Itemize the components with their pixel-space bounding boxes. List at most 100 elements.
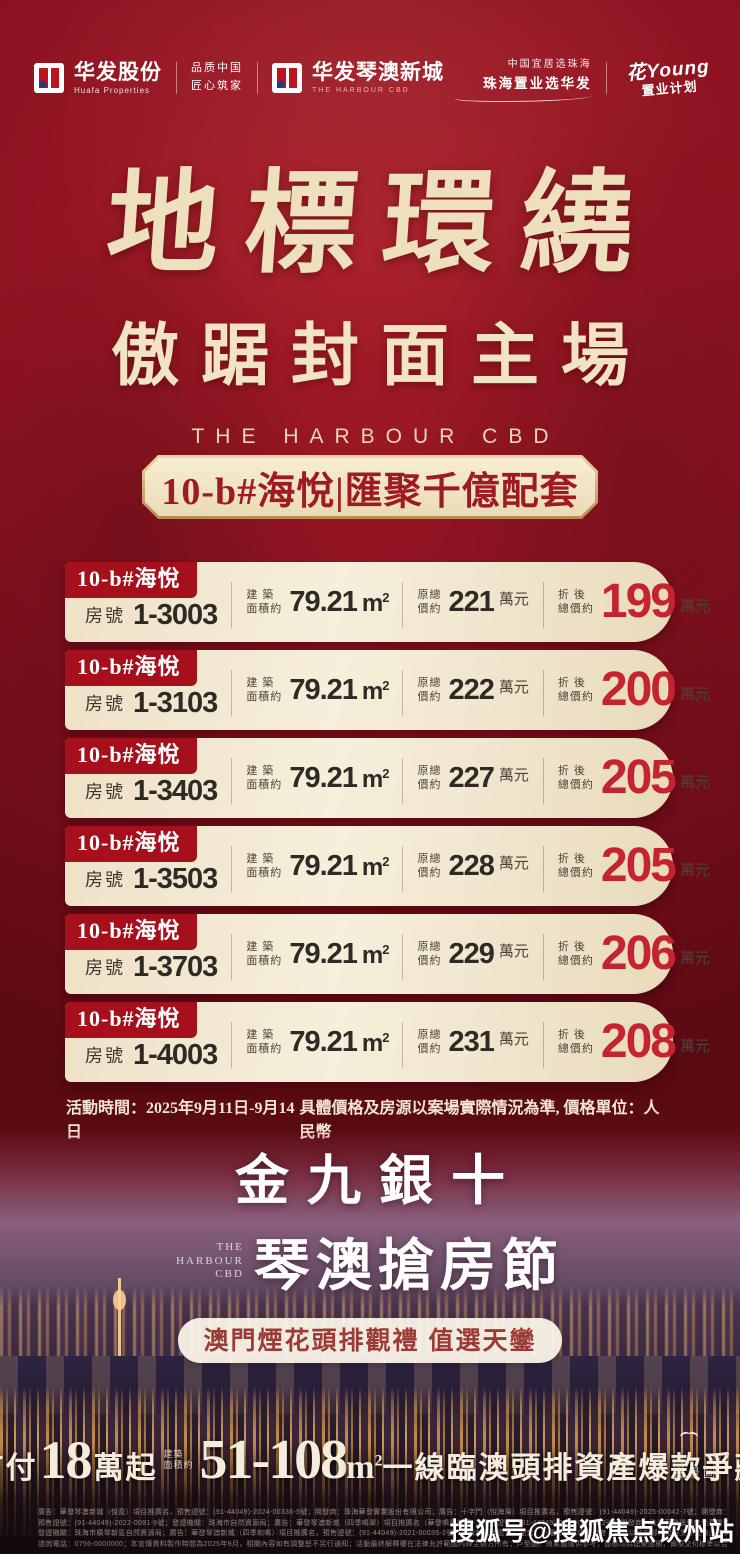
area-label-line1: 建 築 xyxy=(246,852,275,865)
discount-price-label: 折 後 總價約 xyxy=(558,1028,594,1057)
disc-label-line1: 折 後 xyxy=(557,1028,586,1041)
orig-label-line1: 原總 xyxy=(417,852,442,865)
orig-label-line1: 原總 xyxy=(417,1028,442,1041)
area-column: 建 築 面積約 79.21 m2 xyxy=(246,761,389,795)
legal-line: 預售證號：(91-44049)-2022-0091-9號；發證機關：珠海市自然資… xyxy=(38,1519,728,1527)
room-label: 房號 xyxy=(85,694,125,714)
column-divider xyxy=(542,758,544,804)
orig-label-line2: 價約 xyxy=(417,1043,442,1055)
price-card-row: 房號 1-3503 建 築 面積約 79.21 m2 原總 xyxy=(65,826,710,906)
header-divider xyxy=(605,62,607,94)
disc-label-line1: 折 後 xyxy=(557,852,586,865)
discount-price-label: 折 後 總價約 xyxy=(558,676,594,705)
disc-label-line2: 總價約 xyxy=(557,867,594,879)
tagline-main: 一線臨澳頭排資產 xyxy=(382,1452,639,1485)
discount-price-column: 折 後 總價約 200 萬元 xyxy=(558,666,710,714)
area-label: 建 築 面積約 xyxy=(246,1028,282,1057)
orig-label-line2: 價約 xyxy=(417,691,442,703)
orig-label-line2: 價約 xyxy=(417,867,442,879)
gold-banner-text: 10-b#海悅|匯聚千億配套 xyxy=(161,470,579,513)
brand-huafa-properties: 华发股份 Huafa Properties xyxy=(34,62,162,95)
tagline-area-range: 51-108 xyxy=(199,1429,349,1491)
price-card: 10-b#海悅 房號 1-3503 建 築 面積約 79.21 m2 xyxy=(65,826,710,906)
brand1-name: 华发股份 xyxy=(74,60,162,84)
room-column: 房號 1-3703 xyxy=(85,951,218,984)
original-price-value: 222 xyxy=(448,673,494,706)
room-label: 房號 xyxy=(85,782,125,802)
hero-title-calligraphy: 地標環繞 xyxy=(102,163,664,287)
brand1-subtitle: Huafa Properties xyxy=(74,85,151,95)
original-price-label: 原總 價約 xyxy=(417,764,441,793)
disc-label-line1: 折 後 xyxy=(557,764,586,777)
room-column: 房號 1-3003 xyxy=(85,599,218,632)
tagline-tail: 爆款爭藏 xyxy=(638,1452,740,1485)
discount-price-column: 折 後 總價約 205 萬元 xyxy=(558,842,710,890)
discount-price-column: 折 後 總價約 205 萬元 xyxy=(558,754,710,802)
disc-label-line2: 總價約 xyxy=(557,691,594,703)
discount-price-column: 折 後 總價約 208 萬元 xyxy=(558,1018,710,1066)
price-card-row: 房號 1-3003 建 築 面積約 79.21 m2 原總 xyxy=(65,562,710,642)
header: 华发股份 Huafa Properties 品质中国 匠心筑家 华发琴澳新城 T… xyxy=(34,46,710,110)
unit-tag: 10-b#海悅 xyxy=(65,1002,197,1039)
scene-photo-label: 實景圖 xyxy=(672,1466,718,1480)
legal-line: 廣告：華發琴澳新城（悅盈）項目推廣名，預售證號：(91-44049)-2024-… xyxy=(38,1509,728,1516)
column-divider xyxy=(402,1022,404,1068)
tagline-down-unit: 萬起 xyxy=(93,1452,158,1485)
area-column: 建 築 面積約 79.21 m2 xyxy=(246,674,389,707)
original-price-column: 原總 價約 229 萬元 xyxy=(417,938,528,971)
brand2-name: 华发琴澳新城 xyxy=(312,61,444,84)
original-price-column: 原總 價約 222 萬元 xyxy=(417,674,528,707)
area-value: 79.21 m2 xyxy=(289,937,389,970)
slogan-line2: 匠心筑家 xyxy=(191,80,243,92)
badge-line2: HARBOUR xyxy=(176,1254,244,1267)
discount-price-label: 折 後 總價約 xyxy=(558,852,594,881)
gold-banner: 10-b#海悅|匯聚千億配套 xyxy=(142,455,598,519)
room-label: 房號 xyxy=(85,870,125,890)
original-price-unit: 萬元 xyxy=(498,590,529,608)
price-card: 10-b#海悅 房號 1-3403 建 築 面積約 79.21 m2 xyxy=(65,738,710,818)
area-value: 79.21 m2 xyxy=(289,761,389,794)
area-label-line2: 面積約 xyxy=(246,955,283,967)
area-label-line1: 建 築 xyxy=(246,676,275,689)
area-label: 建 築 面積約 xyxy=(246,764,282,793)
price-card: 10-b#海悅 房號 1-4003 建 築 面積約 79.21 m2 xyxy=(65,1002,710,1082)
festival-title2: 琴澳搶房節 xyxy=(253,1236,564,1298)
discount-price-unit: 萬元 xyxy=(679,598,710,615)
unit-tag: 10-b#海悅 xyxy=(65,914,197,951)
brand2-subtitle: THE HARBOUR CBD xyxy=(312,87,410,94)
header-right: 中国宜居选珠海 珠海置业选华发 花Young 置业计划 xyxy=(453,55,711,102)
original-price-label: 原總 價約 xyxy=(417,1028,441,1057)
festival-title2-row: THE HARBOUR CBD 琴澳搶房節 xyxy=(0,1221,740,1302)
harbour-logo-icon xyxy=(272,63,302,93)
brand-slogan: 品质中国 匠心筑家 xyxy=(191,60,243,95)
discount-price-value: 206 xyxy=(600,927,677,980)
column-divider xyxy=(231,582,233,628)
area-label-line2: 面積約 xyxy=(246,603,283,615)
disc-label-line2: 總價約 xyxy=(557,603,594,615)
price-card: 10-b#海悅 房號 1-3103 建 築 面積約 79.21 m2 xyxy=(65,650,710,730)
price-card: 10-b#海悅 房號 1-3703 建 築 面積約 79.21 m2 xyxy=(65,914,710,994)
area-column: 建 築 面積約 79.21 m2 xyxy=(246,1026,389,1059)
original-price-unit: 萬元 xyxy=(498,942,529,960)
area-label-line2: 面積約 xyxy=(246,867,283,879)
disc-label-line1: 折 後 xyxy=(557,940,586,953)
notes-row: 活動時間：2025年9月11日-9月14日 具體價格及房源以案場實際情況為準, … xyxy=(66,1094,674,1142)
disc-label-line2: 總價約 xyxy=(557,955,594,967)
flower-young-logo: 花Young 置业计划 xyxy=(625,56,711,98)
area-label-line2: 面積約 xyxy=(246,691,283,703)
original-price-value: 231 xyxy=(448,1025,494,1058)
area-label-line2: 面積約 xyxy=(246,1043,283,1055)
hero-section: 地標環繞 傲踞封面主場 THE HARBOUR CBD xyxy=(0,158,740,449)
tagline-area-unit: m2 xyxy=(346,1449,383,1486)
disc-label-line2: 總價約 xyxy=(557,1043,594,1055)
discount-price-value: 205 xyxy=(600,751,677,804)
column-divider xyxy=(402,670,404,716)
original-price-unit: 萬元 xyxy=(498,678,529,696)
room-column: 房號 1-3503 xyxy=(85,863,218,896)
badge-line3: CBD xyxy=(215,1268,244,1281)
tagline-area-note: 建築 面積約 xyxy=(164,1449,194,1472)
room-number: 1-3403 xyxy=(133,774,218,807)
festival-pill: 澳門煙花頭排觀禮 值選天鑾 xyxy=(177,1318,563,1363)
price-card-row: 房號 1-3403 建 築 面積約 79.21 m2 原總 xyxy=(65,738,710,818)
disc-label-line1: 折 後 xyxy=(557,588,586,601)
